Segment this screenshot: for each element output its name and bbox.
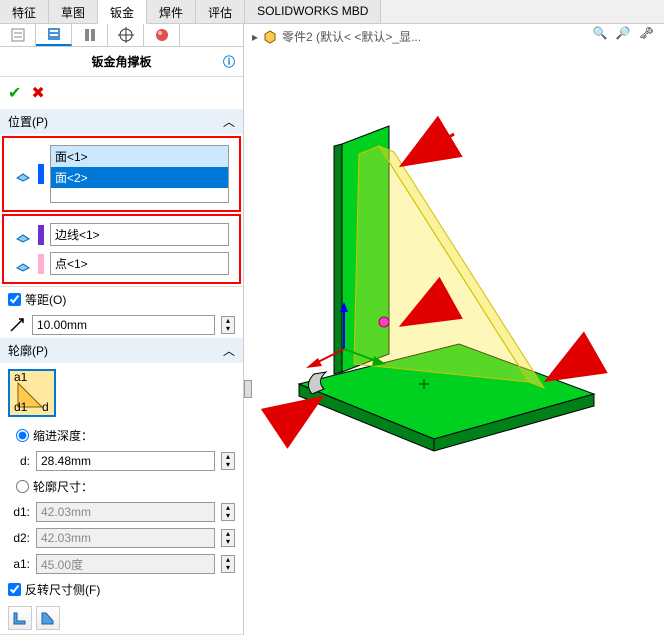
faces-group: 面<1> 面<2>: [2, 136, 241, 212]
d2-spinner[interactable]: ▴▾: [221, 529, 235, 547]
d-spinner[interactable]: ▴▾: [221, 452, 235, 470]
point-swatch: [38, 254, 44, 274]
view-tools: 🔍 🔎 🗝: [593, 26, 654, 40]
svg-text:d1: d1: [14, 400, 28, 413]
panel-title: 钣金角撑板 ⓘ: [0, 47, 243, 77]
collapse-icon: ︿: [223, 342, 235, 359]
collapse-icon: ︿: [223, 113, 235, 130]
dims-radio[interactable]: [16, 480, 29, 493]
appearance-icon[interactable]: [144, 24, 180, 46]
profile-type-button[interactable]: a1 d1 d: [8, 369, 56, 417]
svg-text:a1: a1: [14, 373, 28, 384]
d-input[interactable]: [36, 451, 215, 471]
tab-sheetmetal[interactable]: 钣金: [98, 0, 147, 24]
edge-point-group: 边线<1> 点<1>: [2, 214, 241, 284]
property-manager-icon[interactable]: [36, 24, 72, 46]
feature-tree-icon[interactable]: [0, 24, 36, 46]
d1-label: d1:: [8, 505, 30, 519]
d1-spinner[interactable]: ▴▾: [221, 503, 235, 521]
equal-offset-checkbox[interactable]: [8, 293, 21, 306]
breadcrumb-text: 零件2 (默认< <默认>_显...: [282, 28, 421, 45]
tab-weldment[interactable]: 焊件: [147, 0, 196, 23]
viewport[interactable]: 🔍 🔎 🗝 ▸ 零件2 (默认< <默认>_显...: [244, 24, 664, 635]
gusset-style-1[interactable]: [8, 606, 32, 630]
tab-feature[interactable]: 特征: [0, 0, 49, 23]
panel-icon-tabs: [0, 24, 243, 47]
action-row: ✔ ✖: [0, 77, 243, 109]
indent-label: 缩进深度：: [33, 427, 93, 444]
dims-label: 轮廓尺寸：: [33, 478, 93, 495]
flip-label: 反转尺寸侧(F): [25, 581, 100, 598]
part-icon: [262, 29, 278, 45]
offset-spinner[interactable]: ▴▾: [221, 316, 235, 334]
indent-radio[interactable]: [16, 429, 29, 442]
splitter-handle[interactable]: [244, 380, 252, 398]
equal-offset-label: 等距(O): [25, 291, 66, 308]
a1-label: a1:: [8, 557, 30, 571]
model-scene: [244, 54, 664, 554]
d-label: d:: [8, 454, 30, 468]
config-manager-icon[interactable]: [72, 24, 108, 46]
faces-list[interactable]: 面<1> 面<2>: [50, 145, 229, 203]
a1-input: [36, 554, 215, 574]
equal-offset-row: 等距(O): [0, 287, 243, 312]
edge-swatch: [38, 225, 44, 245]
d2-label: d2:: [8, 531, 30, 545]
main-tabs: 特征 草图 钣金 焊件 评估 SOLIDWORKS MBD: [0, 0, 664, 24]
tab-sketch[interactable]: 草图: [49, 0, 98, 23]
point-picker-icon[interactable]: [14, 255, 32, 273]
face-item-1[interactable]: 面<1>: [51, 146, 228, 167]
d1-input: [36, 502, 215, 522]
zoom-icon[interactable]: 🔎: [616, 26, 631, 40]
edge-input[interactable]: 边线<1>: [50, 223, 229, 246]
position-label: 位置(P): [8, 113, 48, 130]
edge-picker-icon[interactable]: [14, 226, 32, 244]
dim-target-icon[interactable]: [108, 24, 144, 46]
search-icon[interactable]: 🔍: [593, 26, 608, 40]
face-swatch: [38, 164, 44, 184]
d2-input: [36, 528, 215, 548]
offset-value-input[interactable]: [32, 315, 215, 335]
svg-text:d: d: [42, 400, 49, 413]
flip-checkbox[interactable]: [8, 583, 21, 596]
tab-evaluate[interactable]: 评估: [196, 0, 245, 23]
a1-spinner[interactable]: ▴▾: [221, 555, 235, 573]
ok-button[interactable]: ✔: [8, 83, 21, 103]
face-picker-icon[interactable]: [14, 165, 32, 183]
face-item-2[interactable]: 面<2>: [51, 167, 228, 188]
position-header[interactable]: 位置(P) ︿: [0, 109, 243, 134]
tab-mbd[interactable]: SOLIDWORKS MBD: [245, 0, 381, 23]
help-icon[interactable]: ⓘ: [223, 53, 235, 70]
offset-dir-icon[interactable]: [8, 316, 26, 334]
property-panel: 钣金角撑板 ⓘ ✔ ✖ 位置(P) ︿ 面<1> 面<2>: [0, 24, 244, 635]
profile-label: 轮廓(P): [8, 342, 48, 359]
panel-title-text: 钣金角撑板: [91, 53, 151, 70]
profile-header[interactable]: 轮廓(P) ︿: [0, 338, 243, 363]
key-icon[interactable]: 🗝: [639, 26, 654, 40]
expand-icon[interactable]: ▸: [252, 30, 258, 44]
point-input[interactable]: 点<1>: [50, 252, 229, 275]
cancel-button[interactable]: ✖: [31, 83, 44, 103]
gusset-style-2[interactable]: [36, 606, 60, 630]
